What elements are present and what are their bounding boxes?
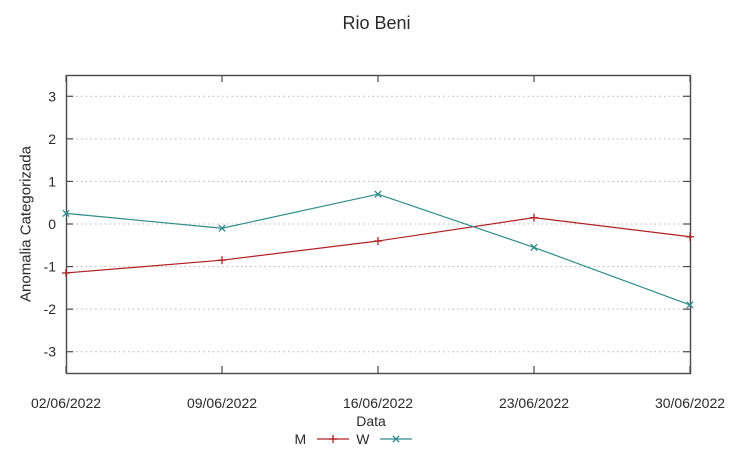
- data-point-marker: [530, 213, 538, 222]
- legend-item-W: W: [356, 431, 413, 447]
- y-tick-labels: 3 2 1 0 -1 -2 -3: [44, 88, 57, 359]
- chart-title: Rio Beni: [342, 13, 411, 33]
- data-point-marker: [374, 237, 382, 246]
- data-point-marker: [530, 243, 538, 252]
- data-point-marker: [218, 224, 226, 232]
- tick-marks: [65, 75, 691, 373]
- x-tick-label: 09/06/2022: [187, 395, 257, 411]
- y-tick-label: -3: [44, 344, 57, 360]
- data-point-marker: [62, 268, 70, 277]
- legend-item-M: M: [295, 431, 351, 447]
- x-tick-label: 02/06/2022: [31, 395, 101, 411]
- grid-lines: [67, 95, 689, 353]
- series-line: [65, 193, 691, 306]
- series-M: [62, 213, 694, 277]
- y-tick-label: -1: [44, 259, 57, 275]
- y-tick-label: 3: [48, 88, 56, 104]
- y-tick-label: 2: [48, 131, 56, 147]
- legend-label: M: [294, 431, 307, 447]
- data-point-marker: [374, 190, 382, 198]
- y-tick-label: -2: [44, 301, 57, 317]
- x-tick-label: 23/06/2022: [499, 395, 569, 411]
- x-axis-label: Data: [356, 413, 386, 429]
- data-point-marker: [218, 256, 226, 265]
- legend-sample-cross-icon: [380, 435, 413, 443]
- data-point-marker: [686, 232, 694, 241]
- series-line: [65, 217, 691, 274]
- data-point-marker: [62, 209, 70, 218]
- series-W: [62, 190, 694, 309]
- y-tick-label: 0: [48, 216, 56, 232]
- x-tick-label: 30/06/2022: [655, 395, 725, 411]
- legend-sample-plus-icon: [317, 435, 350, 443]
- x-tick-labels: 02/06/2022 09/06/2022 16/06/2022 23/06/2022…: [31, 395, 725, 411]
- y-tick-label: 1: [48, 173, 56, 189]
- x-tick-label: 16/06/2022: [343, 395, 413, 411]
- legend-label: W: [356, 431, 370, 447]
- data-point-marker: [686, 301, 694, 309]
